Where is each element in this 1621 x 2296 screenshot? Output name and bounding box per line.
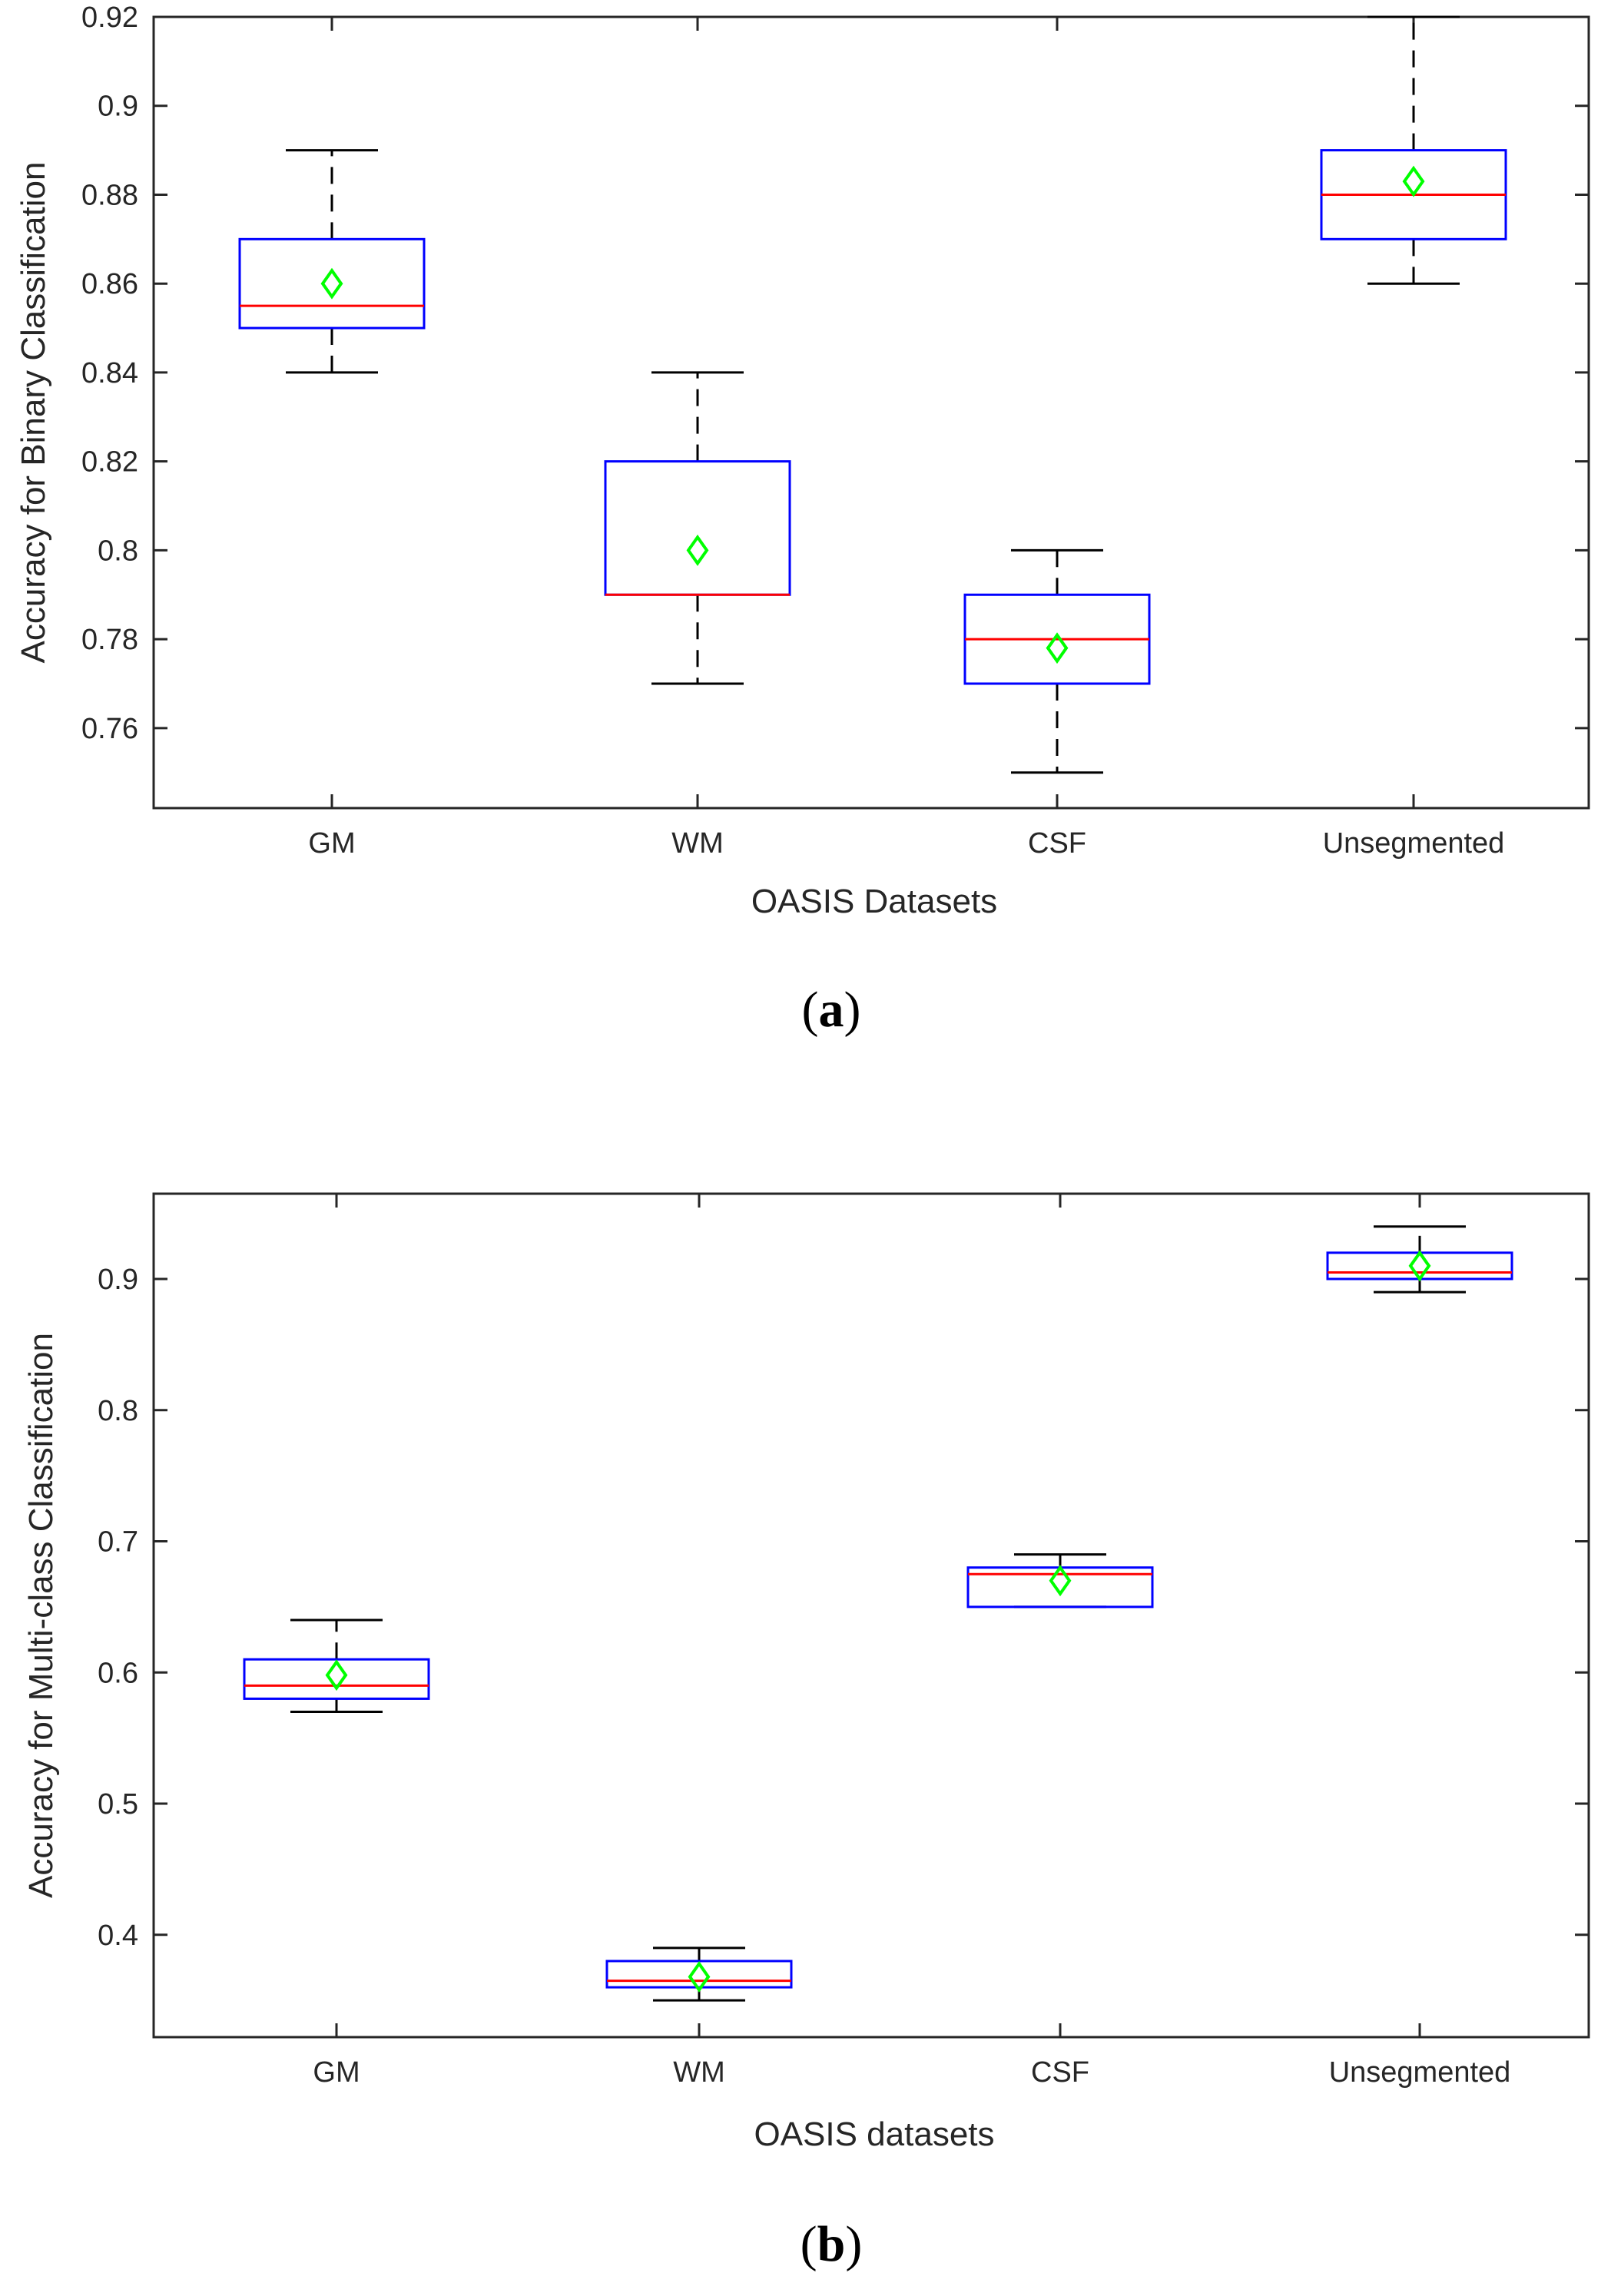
y-tick-label: 0.9 [98, 1264, 138, 1296]
mean-marker-unsegmented [1402, 165, 1425, 197]
mean-marker-wm [688, 1960, 711, 1993]
x-tick-label: CSF [1028, 827, 1086, 860]
x-tick-label: Unsegmented [1323, 827, 1505, 860]
mean-marker-wm [686, 534, 709, 566]
box-unsegmented [1326, 1251, 1513, 1281]
x-tick-label: WM [671, 827, 724, 860]
plot-area [152, 1192, 1590, 2039]
y-tick-label: 0.86 [81, 268, 138, 300]
y-tick-label: 0.88 [81, 179, 138, 211]
box-wm [604, 460, 791, 596]
y-tick-label: 0.6 [98, 1657, 138, 1689]
x-axis-label: OASIS Datasets [751, 883, 997, 920]
mean-marker-gm [320, 267, 343, 300]
y-tick-label: 0.76 [81, 713, 138, 745]
x-tick-label: CSF [1031, 2056, 1089, 2089]
mean-marker-csf [1046, 632, 1069, 664]
y-tick-label: 0.78 [81, 624, 138, 656]
panel-label: (b) [801, 2216, 863, 2272]
mean-marker-unsegmented [1408, 1250, 1431, 1282]
x-axis-label: OASIS datasets [754, 2115, 994, 2153]
y-axis-label: Accuracy for Multi-class Classification [22, 1333, 60, 1898]
x-tick-label: Unsegmented [1329, 2056, 1511, 2089]
chart-panel-b: 0.4 0.5 0.6 0.7 0.8 0.9 GM WM CSF Unsegmented OASI… [22, 1192, 1590, 2272]
y-tick-label: 0.7 [98, 1526, 138, 1559]
box-gm [243, 1658, 430, 1700]
panel-label: (a) [802, 982, 861, 1038]
y-tick-label: 0.8 [98, 535, 138, 567]
plot-area [152, 15, 1590, 810]
y-tick-label: 0.5 [98, 1788, 138, 1821]
y-axis-label: Accuracy for Binary Classification [15, 162, 52, 664]
chart-panel-a: 0.76 0.78 0.8 0.82 0.84 0.86 0.88 0.9 0.92 GM WM CS… [15, 2, 1590, 1038]
mean-marker-gm [325, 1659, 348, 1691]
mean-marker-csf [1049, 1565, 1072, 1597]
y-tick-label: 0.84 [81, 357, 138, 389]
x-tick-label: GM [313, 2056, 360, 2089]
box-gm [238, 237, 426, 330]
x-tick-label: WM [673, 2056, 725, 2089]
y-tick-label: 0.8 [98, 1395, 138, 1427]
y-tick-label: 0.9 [98, 91, 138, 123]
y-tick-label: 0.92 [81, 2, 138, 34]
y-tick-label: 0.4 [98, 1920, 138, 1952]
x-tick-label: GM [308, 827, 355, 860]
y-tick-label: 0.82 [81, 446, 138, 479]
